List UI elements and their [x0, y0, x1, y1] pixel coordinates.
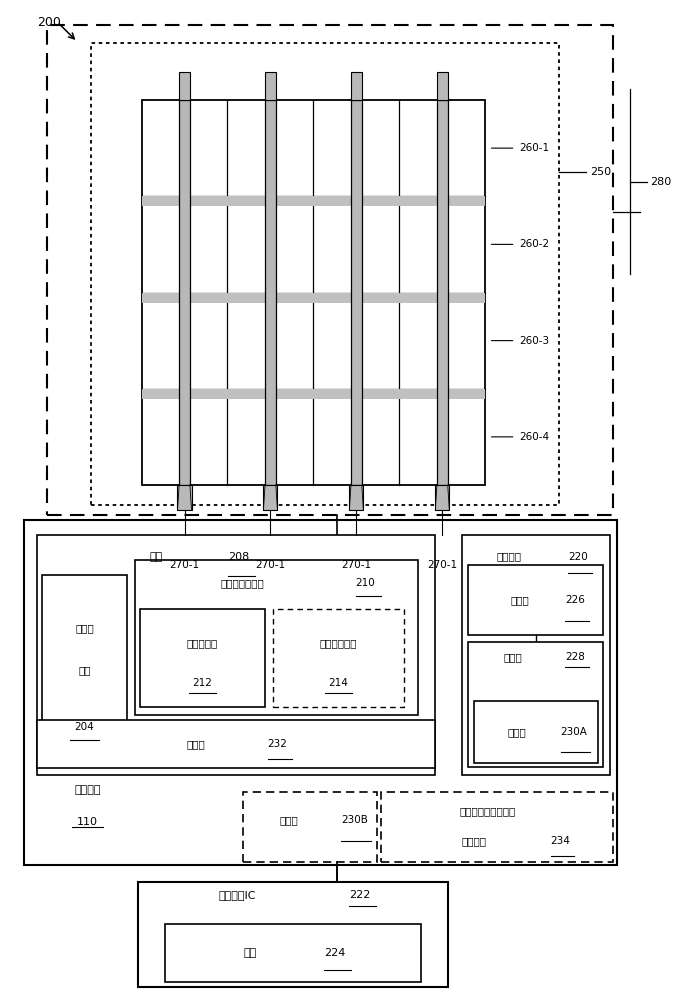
- Bar: [142, 389, 485, 399]
- Text: 208: 208: [228, 552, 249, 562]
- Bar: [243, 792, 377, 862]
- Text: 处理模块: 处理模块: [497, 552, 522, 562]
- Text: 电源: 电源: [243, 948, 256, 958]
- Bar: [265, 72, 276, 100]
- Text: 消耗电路: 消耗电路: [461, 836, 487, 846]
- Text: 栅极选择电路: 栅极选择电路: [320, 638, 357, 648]
- Text: 260-3: 260-3: [519, 336, 549, 346]
- Bar: [37, 535, 435, 775]
- Text: 传感器: 传感器: [75, 623, 94, 633]
- Text: 处理器: 处理器: [510, 595, 529, 605]
- Text: 270-1: 270-1: [255, 560, 286, 570]
- Bar: [468, 565, 603, 635]
- Bar: [273, 609, 404, 707]
- Text: 源极驱动器: 源极驱动器: [187, 638, 218, 648]
- Bar: [349, 485, 363, 510]
- Bar: [351, 100, 362, 485]
- Text: 210: 210: [356, 578, 375, 588]
- Text: 230A: 230A: [561, 727, 588, 737]
- Bar: [142, 100, 485, 485]
- Text: 110: 110: [77, 817, 98, 827]
- Text: 处理系统: 处理系统: [74, 785, 101, 795]
- Bar: [474, 701, 598, 763]
- Bar: [179, 100, 190, 485]
- Bar: [135, 560, 418, 715]
- Text: 显示驱动器电路: 显示驱动器电路: [220, 578, 264, 588]
- Text: 260-1: 260-1: [519, 143, 549, 153]
- Text: （一个或多个）电流: （一个或多个）电流: [460, 807, 516, 817]
- Text: 224: 224: [324, 948, 345, 958]
- Text: 270-1: 270-1: [341, 560, 371, 570]
- Text: 270-1: 270-1: [427, 560, 458, 570]
- Text: 270-1: 270-1: [169, 560, 200, 570]
- Bar: [437, 100, 448, 485]
- Text: 控制器: 控制器: [187, 739, 206, 749]
- Bar: [381, 792, 613, 862]
- Bar: [142, 196, 485, 206]
- Bar: [24, 520, 617, 865]
- Text: 230B: 230B: [341, 815, 368, 825]
- Text: 232: 232: [268, 739, 288, 749]
- Text: 电路: 电路: [78, 665, 91, 675]
- Text: 204: 204: [75, 722, 94, 732]
- Text: 220: 220: [568, 552, 588, 562]
- Bar: [91, 43, 559, 505]
- Text: 226: 226: [565, 595, 585, 605]
- Text: 260-4: 260-4: [519, 432, 549, 442]
- Bar: [165, 924, 421, 982]
- Bar: [351, 72, 362, 100]
- Bar: [177, 485, 191, 510]
- Bar: [435, 485, 450, 510]
- Text: 212: 212: [193, 678, 212, 688]
- Text: 前端: 前端: [150, 552, 163, 562]
- Text: 214: 214: [329, 678, 348, 688]
- Text: 234: 234: [551, 836, 570, 846]
- Text: 均衡器: 均衡器: [508, 727, 526, 737]
- Text: 250: 250: [590, 167, 611, 177]
- Bar: [265, 100, 276, 485]
- Text: 222: 222: [349, 890, 371, 900]
- Bar: [138, 882, 448, 987]
- Bar: [468, 642, 603, 767]
- Bar: [37, 720, 435, 768]
- Bar: [462, 535, 610, 775]
- Bar: [142, 292, 485, 302]
- Bar: [42, 575, 127, 765]
- Bar: [47, 25, 613, 515]
- Text: 200: 200: [37, 15, 61, 28]
- Text: 功率管理IC: 功率管理IC: [218, 890, 256, 900]
- Bar: [140, 609, 265, 707]
- Bar: [437, 72, 448, 100]
- Text: 260-2: 260-2: [519, 239, 549, 249]
- Text: 均衡器: 均衡器: [279, 815, 298, 825]
- Text: 存储器: 存储器: [503, 652, 522, 662]
- Bar: [179, 72, 190, 100]
- Text: 228: 228: [565, 652, 585, 662]
- Text: 280: 280: [650, 177, 672, 187]
- Bar: [264, 485, 278, 510]
